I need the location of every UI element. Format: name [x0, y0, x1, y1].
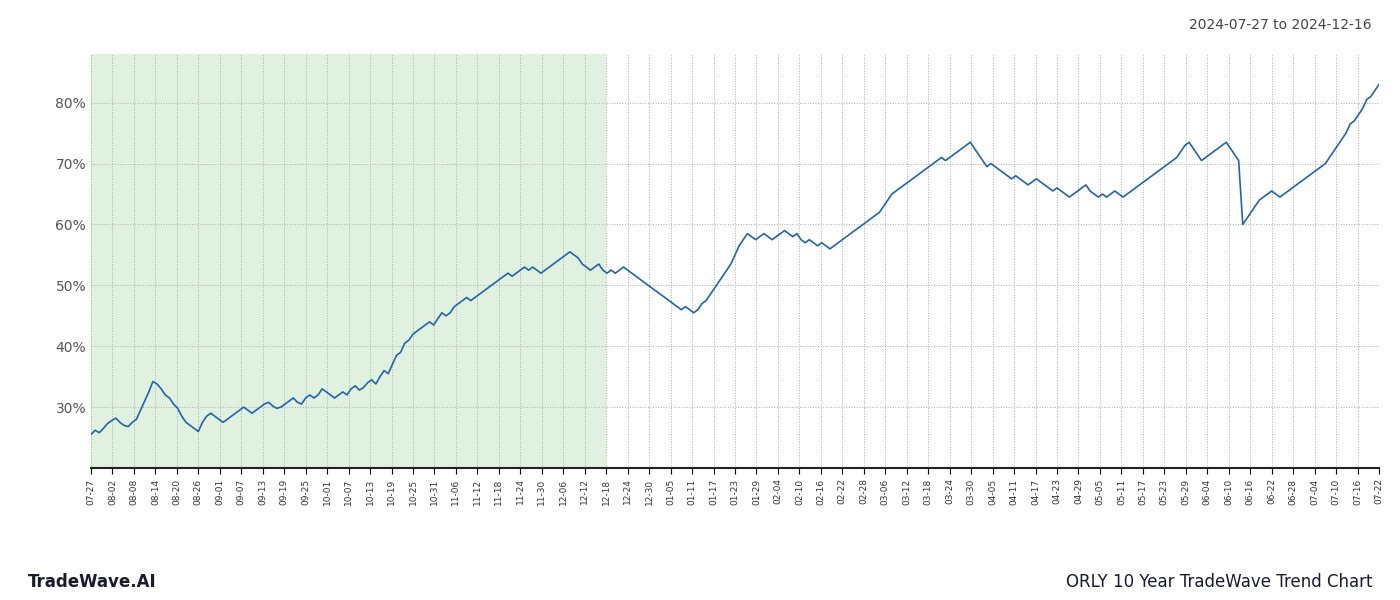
Text: 2024-07-27 to 2024-12-16: 2024-07-27 to 2024-12-16 — [1190, 18, 1372, 32]
Text: ORLY 10 Year TradeWave Trend Chart: ORLY 10 Year TradeWave Trend Chart — [1065, 573, 1372, 591]
Bar — [91, 54, 606, 468]
Text: TradeWave.AI: TradeWave.AI — [28, 573, 157, 591]
